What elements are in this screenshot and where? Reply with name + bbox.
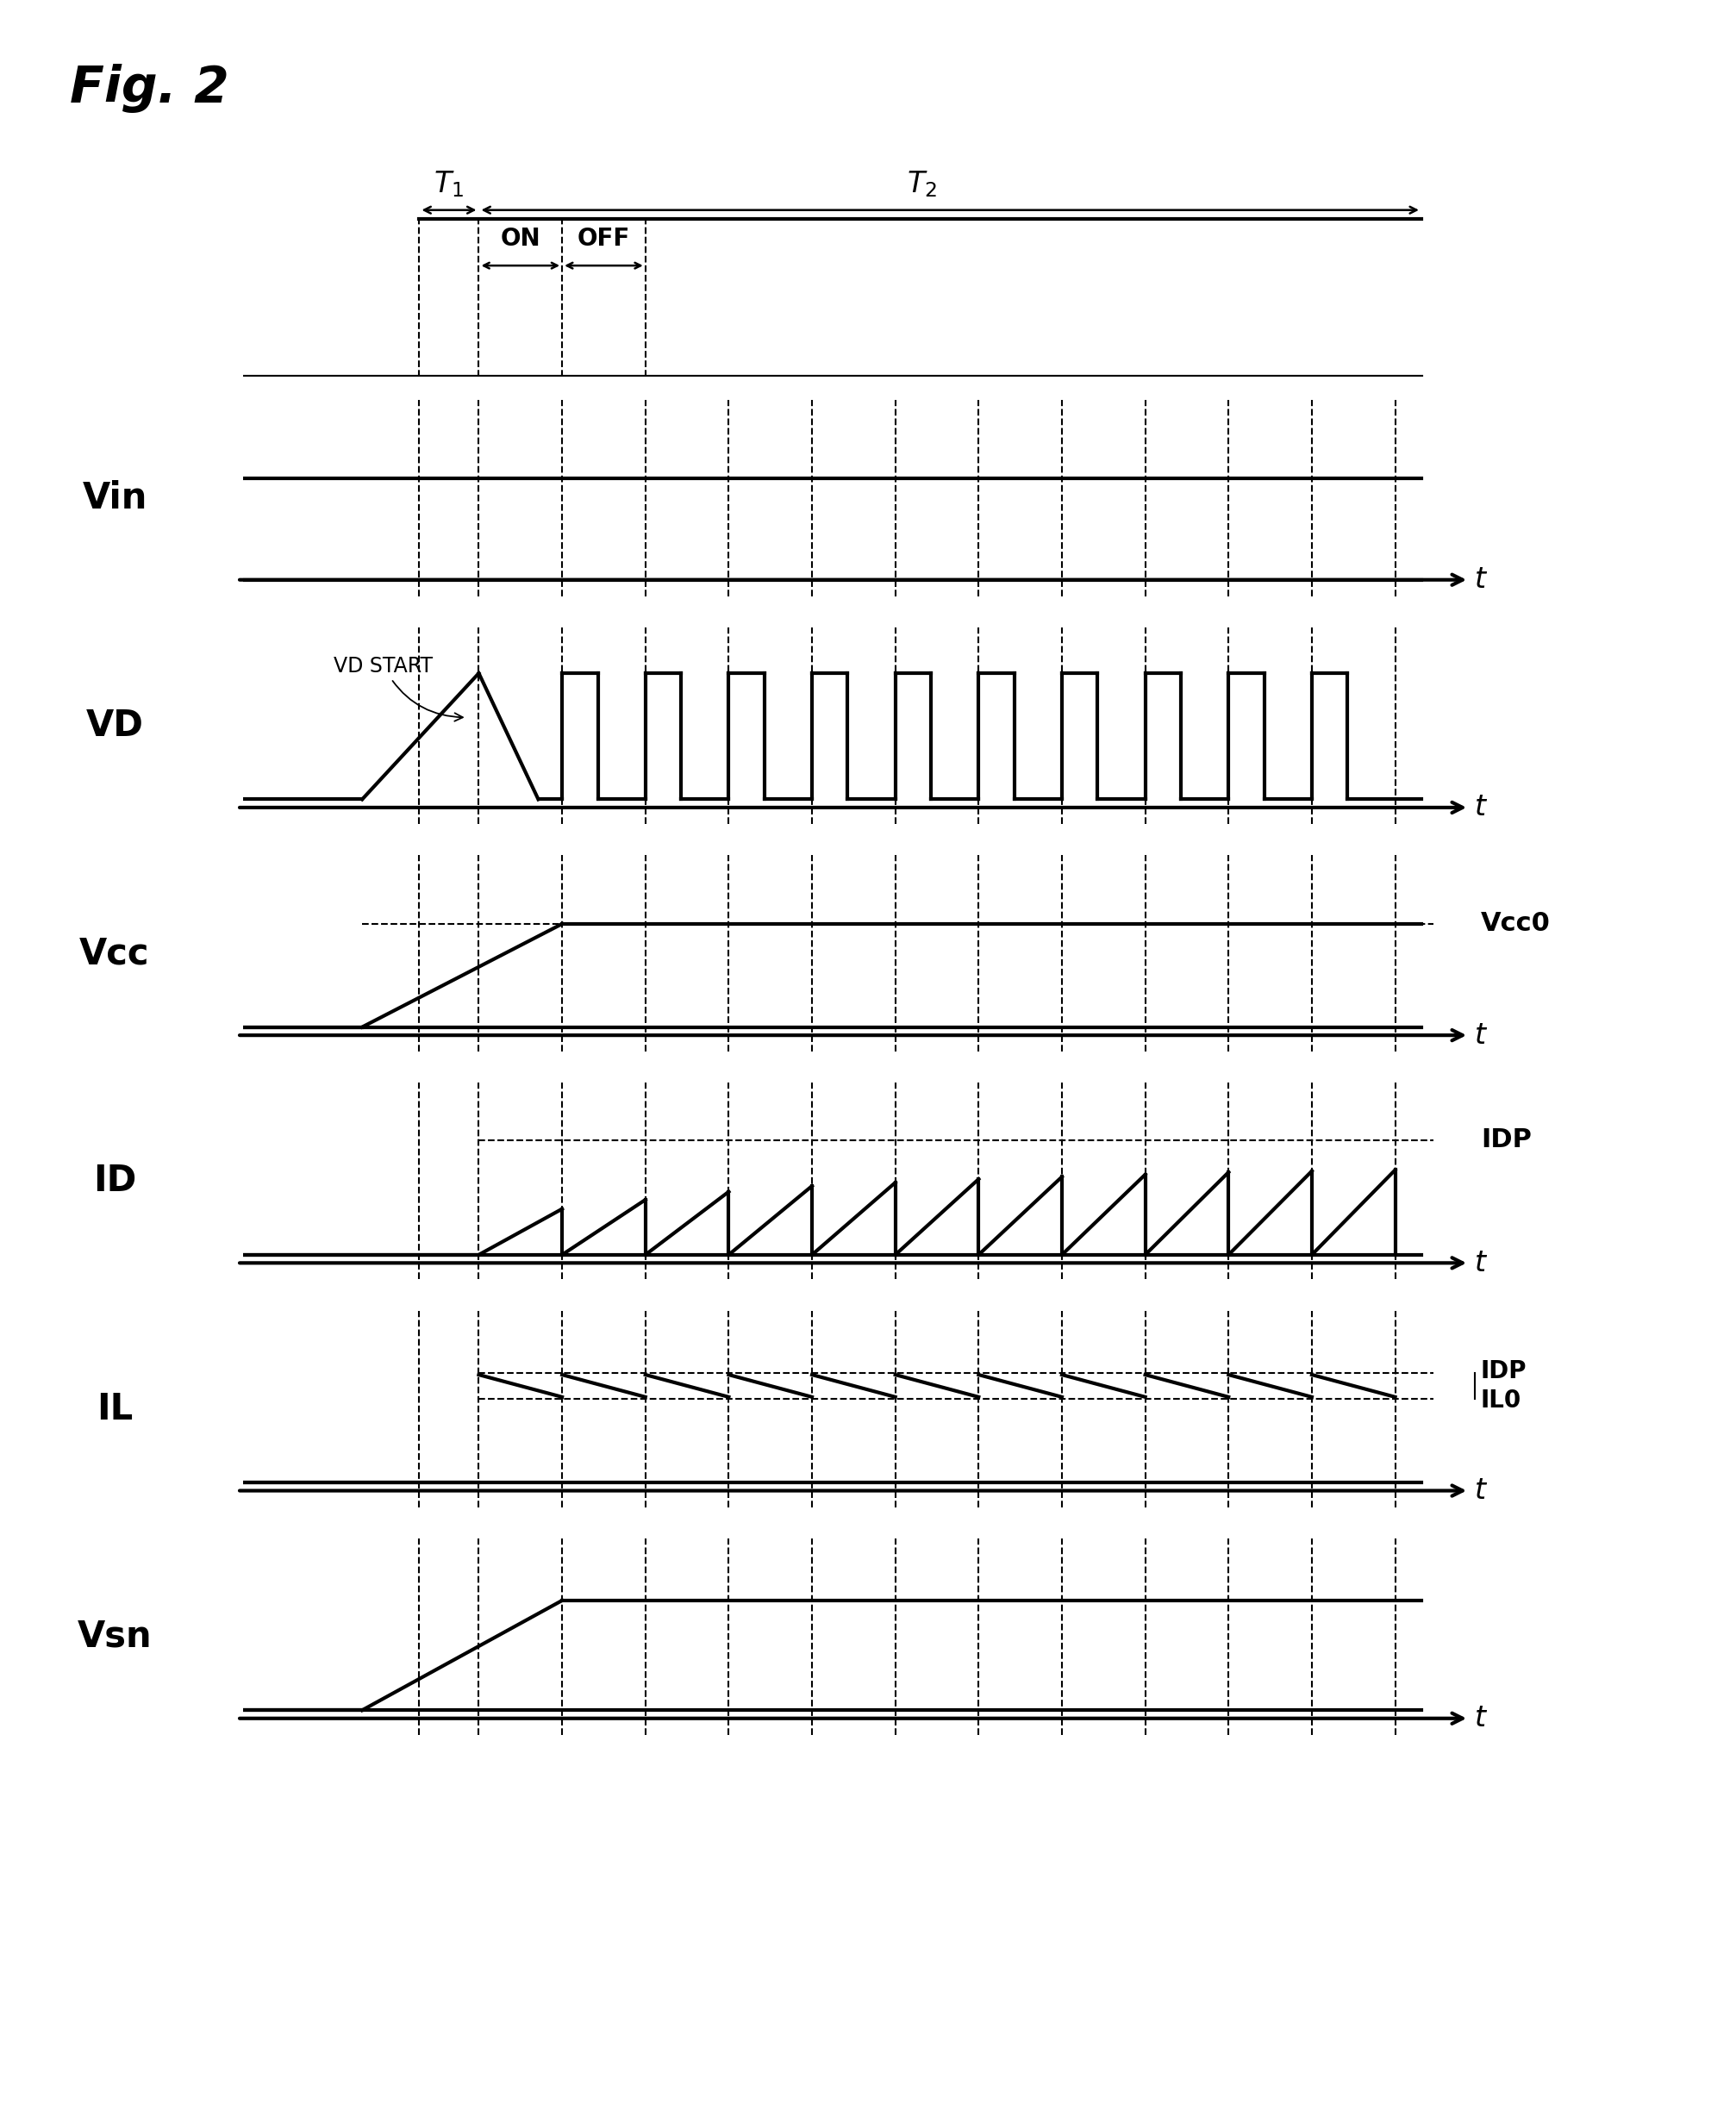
Text: t: t: [1474, 1477, 1486, 1504]
Text: Vcc0: Vcc0: [1481, 911, 1550, 936]
Text: Vin: Vin: [82, 479, 148, 515]
Text: t: t: [1474, 794, 1486, 821]
Text: Vcc: Vcc: [80, 934, 149, 972]
Text: IDP: IDP: [1481, 1128, 1531, 1153]
Text: $T_1$: $T_1$: [434, 168, 464, 198]
Text: IL: IL: [97, 1392, 132, 1428]
Text: t: t: [1474, 1249, 1486, 1277]
Text: Fig. 2: Fig. 2: [69, 64, 229, 113]
Text: t: t: [1474, 1705, 1486, 1732]
Text: IDP: IDP: [1481, 1360, 1526, 1383]
Text: VD START: VD START: [333, 655, 462, 721]
Text: VD: VD: [85, 706, 144, 745]
Text: OFF: OFF: [576, 226, 630, 251]
Text: ON: ON: [500, 226, 540, 251]
Text: ID: ID: [94, 1164, 135, 1200]
Text: t: t: [1474, 566, 1486, 594]
Text: t: t: [1474, 1021, 1486, 1049]
Text: Vsn: Vsn: [78, 1619, 151, 1656]
Text: $T_2$: $T_2$: [906, 168, 936, 198]
Text: IL0: IL0: [1481, 1390, 1521, 1413]
